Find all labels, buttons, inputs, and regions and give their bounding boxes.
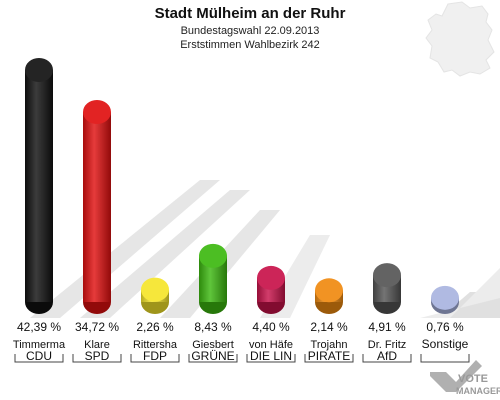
bar-die-lin <box>257 265 285 314</box>
candidate-label: Klare <box>84 339 110 351</box>
bar-gr-ne <box>199 243 227 314</box>
category-bracket <box>14 354 64 363</box>
background-decoration <box>0 180 500 318</box>
party-label: DIE LIN <box>250 349 292 363</box>
category-bracket <box>246 354 296 363</box>
germany-map-icon <box>425 1 495 77</box>
value-label: 4,40 % <box>252 320 290 334</box>
candidate-label: Giesbert <box>192 339 234 351</box>
logo-text-vote: VOTE <box>458 373 488 385</box>
bars-layer <box>25 58 459 314</box>
chart-subtitle-date: Bundestagswahl 22.09.2013 <box>181 25 320 37</box>
category-bracket <box>130 354 180 363</box>
category-bracket <box>72 354 122 363</box>
candidate-label: Dr. Fritz <box>368 339 407 351</box>
candidate-label: Trojahn <box>311 339 348 351</box>
logo-arrow-icon <box>430 360 482 392</box>
candidate-label: Rittersha <box>133 339 178 351</box>
party-label: Sonstige <box>422 337 469 351</box>
value-label: 8,43 % <box>194 320 232 334</box>
bar-afd <box>373 263 401 314</box>
chart-subtitle-district: Erststimmen Wahlbezirk 242 <box>180 39 320 51</box>
logo-text-manager: MANAGER <box>456 386 500 396</box>
party-label: GRÜNE <box>191 349 234 363</box>
category-bracket <box>362 354 412 363</box>
category-bracket <box>304 354 354 363</box>
party-label: PIRATE <box>308 349 350 363</box>
value-label: 2,26 % <box>136 320 174 334</box>
category-bracket <box>188 354 238 363</box>
bar-fdp <box>141 277 169 314</box>
candidate-label: von Häfe <box>249 339 293 351</box>
party-label: FDP <box>143 349 167 363</box>
value-label: 42,39 % <box>17 320 61 334</box>
value-label: 0,76 % <box>426 320 464 334</box>
party-label: CDU <box>26 349 52 363</box>
bar-cdu <box>25 58 53 314</box>
bar-sonstige <box>431 285 459 314</box>
party-label: SPD <box>85 349 110 363</box>
chart-title: Stadt Mülheim an der Ruhr <box>155 5 346 22</box>
bar-spd <box>83 99 111 314</box>
value-label: 2,14 % <box>310 320 348 334</box>
candidate-label: Timmerma <box>13 339 66 351</box>
value-label: 34,72 % <box>75 320 119 334</box>
vote-manager-logo: VOTE MANAGER <box>430 360 500 396</box>
category-bracket <box>420 354 470 363</box>
bar-pirate <box>315 278 343 314</box>
party-label: AfD <box>377 349 397 363</box>
value-label: 4,91 % <box>368 320 406 334</box>
